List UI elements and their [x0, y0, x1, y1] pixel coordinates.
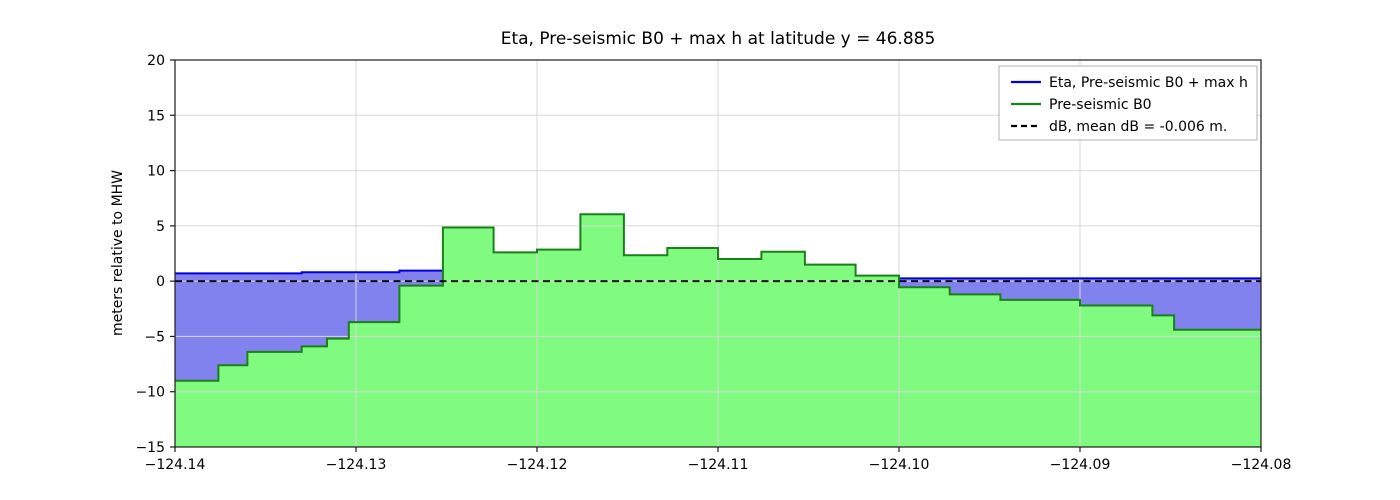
- legend-entry-label: Eta, Pre-seismic B0 + max h: [1049, 75, 1248, 91]
- y-tick-label: 20: [147, 53, 165, 69]
- x-tick-label: −124.08: [1231, 457, 1292, 473]
- legend-entry-label: dB, mean dB = -0.006 m.: [1049, 119, 1227, 135]
- y-tick-label: −5: [144, 329, 165, 345]
- b0-line: [175, 213, 1261, 382]
- y-tick-label: 0: [156, 274, 165, 290]
- eta-line: [175, 269, 443, 275]
- lines-layer: [175, 213, 1261, 382]
- x-tick-label: −124.13: [326, 457, 387, 473]
- y-axis-label: meters relative to MHW: [110, 170, 126, 336]
- chart-title: Eta, Pre-seismic B0 + max h at latitude …: [501, 29, 936, 49]
- y-tick-label: 15: [147, 108, 165, 124]
- y-tick-label: 5: [156, 219, 165, 235]
- y-tick-label: −10: [135, 385, 165, 401]
- x-tick-label: −124.11: [688, 457, 749, 473]
- legend-entry-label: Pre-seismic B0: [1049, 97, 1152, 113]
- y-tick-label: 10: [147, 164, 165, 180]
- ticks-layer: −124.14 −124.13 −124.12 −124.11 −124.10 −124.…: [135, 53, 1291, 473]
- legend: Eta, Pre-seismic B0 + max h Pre-seismic B…: [998, 65, 1258, 141]
- legend-box: [998, 65, 1258, 141]
- y-tick-label: −15: [135, 440, 165, 456]
- x-tick-label: −124.12: [507, 457, 568, 473]
- x-tick-label: −124.10: [869, 457, 930, 473]
- x-tick-label: −124.14: [145, 457, 206, 473]
- x-tick-label: −124.09: [1050, 457, 1111, 473]
